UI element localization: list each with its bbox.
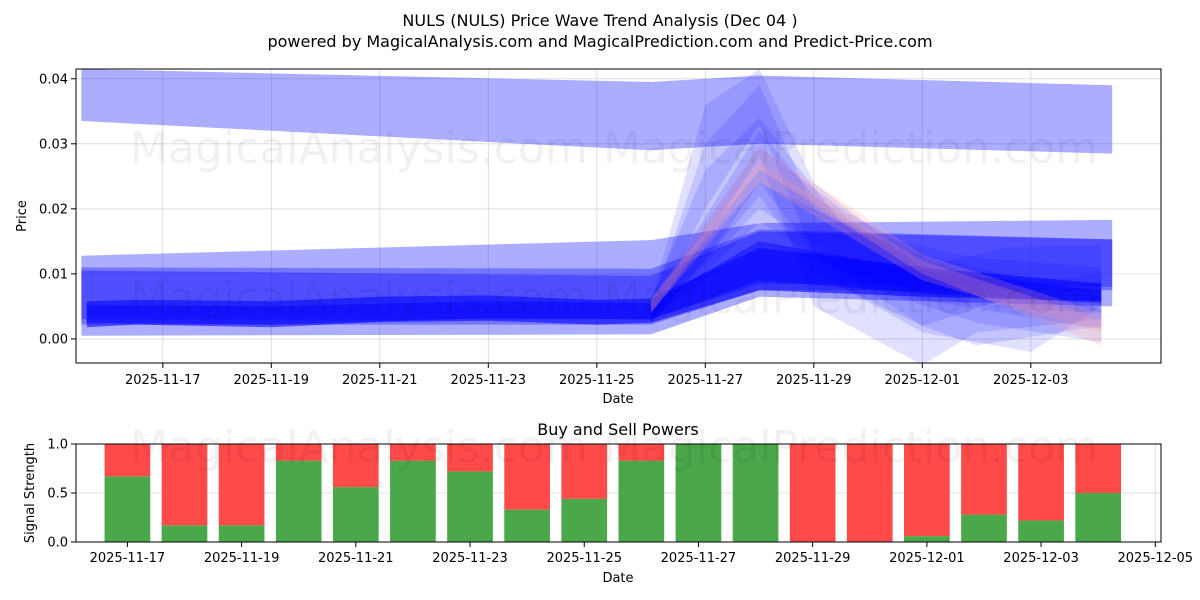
chart-title: NULS (NULS) Price Wave Trend Analysis (D…: [402, 11, 797, 30]
buy-bar: [961, 514, 1007, 542]
power-x-ticks: 2025-11-17 2025-11-19 2025-11-21 2025-11-23…: [90, 542, 1193, 566]
price-x-tick-label: 2025-12-01: [885, 373, 961, 388]
price-x-tick-label: 2025-11-23: [451, 373, 527, 388]
power-x-label: Date: [602, 571, 633, 586]
price-y-tick-label: 0.00: [39, 332, 68, 347]
power-x-tick-label: 2025-11-25: [546, 551, 622, 566]
power-x-tick-label: 2025-11-17: [90, 551, 166, 566]
price-x-tick-label: 2025-11-27: [668, 373, 744, 388]
power-x-tick-label: 2025-12-05: [1118, 551, 1194, 566]
power-y-tick-label: 0.0: [47, 536, 68, 551]
power-x-tick-label: 2025-11-19: [204, 551, 280, 566]
buy-bar: [161, 525, 208, 542]
price-band-spike-5: [651, 147, 1102, 330]
buy-bar: [332, 487, 379, 542]
sell-bar: [1018, 444, 1064, 521]
watermark-right: MagicalPrediction.com: [603, 123, 1098, 174]
price-y-tick-label: 0.02: [39, 202, 68, 217]
price-band-spike-6: [651, 169, 1102, 343]
price-band-spike-4: [651, 130, 1102, 326]
power-panel: Buy and Sell Powers MagicalAnalysis.com …: [23, 420, 1193, 586]
price-x-tick-label: 2025-11-29: [776, 373, 852, 388]
price-x-tick-label: 2025-11-19: [234, 373, 310, 388]
buy-bar: [904, 536, 950, 542]
price-y-tick-label: 0.01: [39, 267, 68, 282]
buy-bar: [390, 460, 436, 542]
buy-bar: [561, 498, 608, 542]
sell-bar: [332, 444, 379, 488]
sell-bar: [618, 444, 665, 461]
price-panel: MagicalAnalysis.com MagicalPrediction.co…: [15, 68, 1162, 407]
buy-bar: [275, 460, 322, 542]
price-band-pink-band-2: [651, 163, 1102, 333]
price-y-label: Price: [15, 200, 30, 232]
price-x-tick-label: 2025-11-21: [342, 373, 418, 388]
power-x-tick-label: 2025-11-27: [661, 551, 737, 566]
buy-bar: [675, 444, 722, 542]
buy-bar: [618, 460, 665, 542]
price-x-tick-label: 2025-11-17: [125, 373, 201, 388]
buy-bar: [218, 525, 265, 542]
sell-bar: [904, 444, 950, 537]
price-band-spike-1: [651, 69, 1102, 346]
price-band-core-path: [86, 247, 1102, 328]
sell-bar: [846, 444, 893, 542]
price-grid: [76, 69, 1161, 363]
sell-bar: [504, 444, 550, 510]
sell-bar: [789, 444, 836, 542]
sell-bar: [275, 444, 322, 461]
power-y-tick-label: 0.5: [47, 487, 68, 502]
power-x-tick-label: 2025-11-29: [775, 551, 851, 566]
buy-bar: [504, 509, 550, 542]
sell-bar: [1075, 444, 1122, 493]
price-x-tick-label: 2025-12-03: [993, 373, 1069, 388]
price-band-pink-band-1: [651, 147, 1102, 346]
price-x-tick-label: 2025-11-25: [559, 373, 635, 388]
power-x-tick-label: 2025-12-01: [889, 551, 965, 566]
sell-bar: [104, 444, 151, 477]
price-axes-frame: [75, 68, 1162, 364]
power-x-tick-label: 2025-12-03: [1003, 551, 1079, 566]
power-bars: [104, 444, 1122, 542]
price-band-spike-3: [651, 117, 1102, 352]
price-band-spike-2: [651, 85, 1102, 363]
watermark-power-right: MagicalPrediction.com: [603, 422, 1098, 473]
price-band-wide-upper-band: [81, 69, 1113, 154]
price-y-tick-label: 0.04: [39, 72, 68, 87]
sell-bar: [218, 444, 265, 526]
price-band-spike-7: [651, 182, 1102, 320]
watermark-left: MagicalAnalysis.com: [130, 123, 588, 174]
price-y-ticks: 0.00 0.01 0.02 0.03 0.04: [39, 72, 76, 347]
price-band-core-path-2: [86, 241, 1102, 325]
price-bands: [81, 69, 1113, 363]
power-y-ticks: 0.0 0.5 1.0: [47, 438, 76, 551]
buy-bar: [732, 444, 779, 542]
watermark-right-lower: MagicalPrediction.com: [603, 273, 1098, 324]
price-x-ticks: 2025-11-17 2025-11-19 2025-11-21 2025-11-23…: [125, 363, 1069, 388]
power-y-label: Signal Strength: [23, 443, 38, 543]
sell-bar: [447, 444, 493, 472]
watermark-power-left: MagicalAnalysis.com: [130, 422, 588, 473]
power-x-tick-label: 2025-11-21: [318, 551, 394, 566]
buy-bar: [104, 476, 151, 542]
sell-bar: [561, 444, 608, 499]
price-x-label: Date: [602, 392, 633, 407]
sell-bar: [161, 444, 208, 526]
price-band-inner-channel: [81, 231, 1113, 320]
sell-bar: [961, 444, 1007, 515]
watermark-left-lower: MagicalAnalysis.com: [130, 273, 588, 324]
power-y-tick-label: 1.0: [47, 438, 68, 453]
buy-bar: [1075, 493, 1122, 542]
power-x-tick-label: 2025-11-23: [432, 551, 508, 566]
buy-bar: [1018, 520, 1064, 542]
price-y-tick-label: 0.03: [39, 137, 68, 152]
chart-subtitle: powered by MagicalAnalysis.com and Magic…: [267, 32, 932, 51]
power-title: Buy and Sell Powers: [537, 420, 699, 439]
sell-bar: [390, 444, 436, 461]
buy-bar: [447, 471, 493, 542]
